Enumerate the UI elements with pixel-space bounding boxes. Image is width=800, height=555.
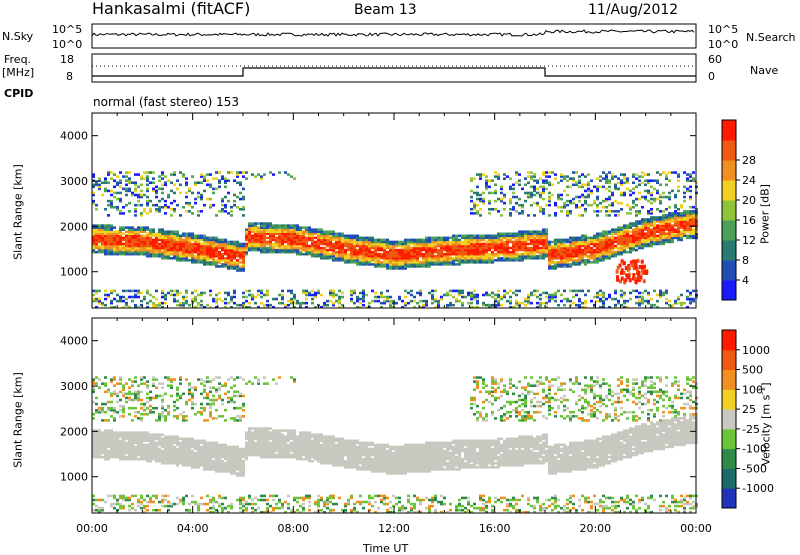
colorbar-0-tick-6: 28 [742,154,756,167]
xtick-label-5: 20:00 [579,522,611,535]
colorbar-1-tick-0: 1000 [742,344,770,357]
ytick-label-0-3: 4000 [60,130,88,143]
colorbar-0-swatch-7 [722,140,736,161]
ytick-label-0-0: 1000 [60,266,88,279]
colorbar-1-tick-4: -25 [742,423,760,436]
colorbar-1-swatch-8 [722,330,736,350]
noise-panel-frame [92,24,696,48]
colorbar-1-tick-3: 25 [742,403,756,416]
ytick-label-1-1: 2000 [60,425,88,438]
colorbar-0-swatch-3 [722,220,736,241]
colorbar-1-swatch-4 [722,409,736,429]
ytick-label-1-2: 3000 [60,380,88,393]
xtick-label-6: 00:00 [680,522,712,535]
colorbar-1-swatch-1 [722,468,736,488]
colorbar-0-swatch-0 [722,280,736,301]
ytick-label-0-2: 3000 [60,175,88,188]
ytick-label-1-0: 1000 [60,471,88,484]
xtick-label-0: 00:00 [76,522,108,535]
xtick-label-1: 04:00 [177,522,209,535]
colorbar-1-swatch-2 [722,449,736,469]
colorbar-0-tick-1: 8 [742,254,749,267]
colorbar-1-swatch-3 [722,429,736,449]
colorbar-0-tick-4: 20 [742,194,756,207]
colorbar-0-swatch-8 [722,120,736,141]
colorbar-0-tick-3: 16 [742,214,756,227]
colorbar-0-tick-5: 24 [742,174,756,187]
colorbar-0-swatch-6 [722,160,736,181]
colorbar-1-tick-5: -100 [742,443,767,456]
power-cells [92,171,698,308]
colorbar-0-swatch-1 [722,260,736,281]
colorbar-1-swatch-5 [722,389,736,409]
xtick-label-2: 08:00 [277,522,309,535]
colorbar-0-swatch-4 [722,200,736,221]
xtick-label-4: 16:00 [479,522,511,535]
colorbar-0-tick-0: 4 [742,274,749,287]
colorbar-1-tick-2: 100 [742,383,763,396]
colorbar-1-swatch-7 [722,350,736,370]
ytick-label-1-3: 4000 [60,335,88,348]
colorbar-1-tick-6: -500 [742,462,767,475]
xtick-label-3: 12:00 [378,522,410,535]
colorbar-1-swatch-6 [722,370,736,390]
colorbar-0-swatch-5 [722,180,736,201]
colorbar-0-tick-2: 12 [742,234,756,247]
nave-line [92,68,696,76]
colorbar-1-tick-7: -1000 [742,482,774,495]
noise-sky-line [92,30,694,36]
colorbar-1-tick-1: 500 [742,364,763,377]
ytick-label-0-1: 2000 [60,220,88,233]
velocity-cells [92,376,698,513]
colorbar-0-swatch-2 [722,240,736,261]
colorbar-1-swatch-0 [722,488,736,508]
